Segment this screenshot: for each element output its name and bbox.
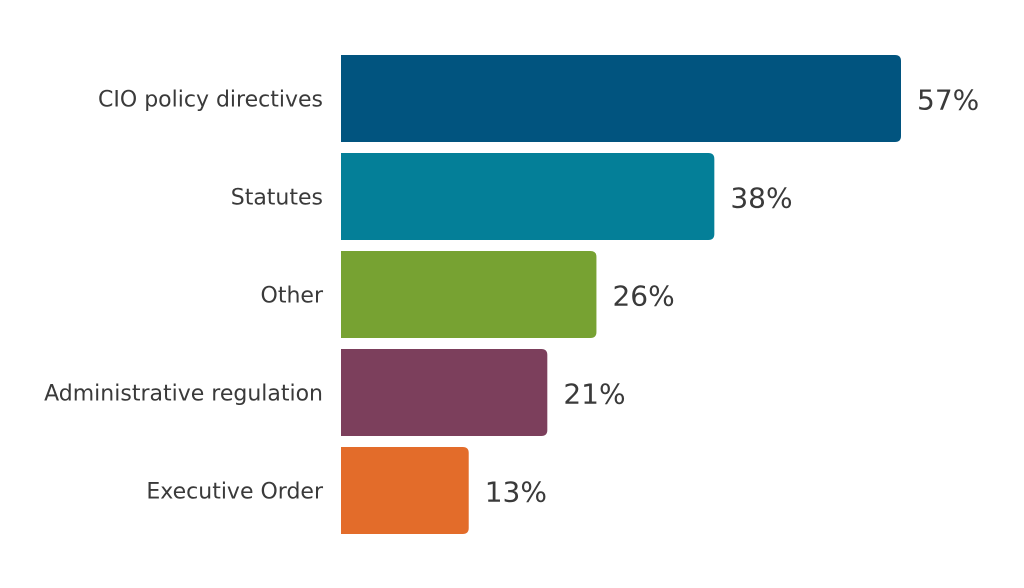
category-label-statutes: Statutes (231, 186, 323, 211)
bar-executive-order (341, 447, 469, 534)
value-label-administrative-regulation: 21% (563, 378, 625, 411)
bars-group (341, 55, 901, 534)
bar-administrative-regulation (341, 349, 548, 436)
bar-cio-policy-directives (341, 55, 901, 142)
value-label-cio-policy-directives: 57% (917, 84, 979, 117)
bar-other (341, 251, 597, 338)
bar-statutes (341, 153, 715, 240)
value-labels: 57% 38% 26% 21% 13% (485, 84, 980, 509)
value-label-executive-order: 13% (485, 476, 547, 509)
category-label-other: Other (261, 284, 324, 309)
category-labels: CIO policy directives Statutes Other Admini… (44, 88, 324, 505)
category-label-executive-order: Executive Order (146, 480, 324, 505)
value-label-other: 26% (612, 280, 674, 313)
category-label-administrative-regulation: Administrative regulation (44, 382, 323, 407)
value-label-statutes: 38% (730, 182, 792, 215)
category-label-cio-policy-directives: CIO policy directives (98, 88, 323, 113)
